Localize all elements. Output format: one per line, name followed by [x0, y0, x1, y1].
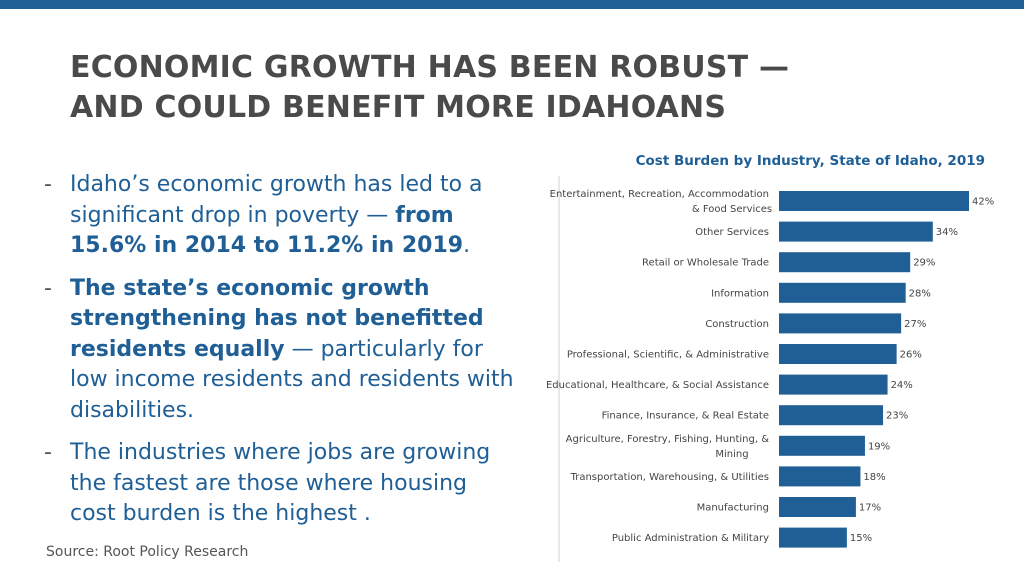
bar: [779, 252, 911, 273]
category-labels: Entertainment, Recreation, Accommodation…: [546, 189, 772, 544]
bar-value-label: 28%: [909, 288, 931, 299]
bullet-text-end: .: [463, 233, 471, 258]
bullet-text: The industries where jobs are growing th…: [70, 440, 491, 526]
slide-title-line-1: ECONOMIC GROWTH HAS BEEN ROBUST —: [70, 50, 790, 85]
bullet-text: Idaho’s economic growth has led to a sig…: [70, 172, 483, 228]
bar: [779, 466, 861, 487]
bar-value-label: 29%: [913, 258, 935, 269]
bar: [779, 497, 856, 517]
bar: [779, 527, 847, 548]
category-label: Construction: [705, 319, 769, 330]
category-label: Other Services: [695, 227, 769, 238]
category-label: Retail or Wholesale Trade: [642, 258, 769, 269]
category-label: Educational, Healthcare, & Social Assist…: [546, 380, 769, 391]
bullet-item-industries: - The industries where jobs are growing t…: [44, 438, 514, 530]
category-label: Transportation, Warehousing, & Utilities: [570, 472, 769, 483]
category-label: Finance, Insurance, & Real Estate: [602, 411, 769, 422]
bar-value-label: 23%: [886, 411, 908, 422]
category-label: Professional, Scientific, & Administrati…: [567, 350, 769, 361]
bullet-bold-text: from 15.6% in 2014 to 11.2% in 2019: [70, 202, 464, 259]
bullet-item-poverty: - Idaho’s economic growth has led to a si…: [44, 170, 514, 262]
top-accent-bar: [0, 0, 1024, 9]
bullet-bold-text: The state’s economic growth strengthenin…: [70, 275, 484, 362]
bar-value-label: 42%: [972, 197, 994, 208]
category-label: & Food Services: [692, 204, 772, 215]
bar: [779, 374, 888, 395]
bar: [779, 221, 933, 242]
bar: [779, 344, 897, 364]
bar: [779, 191, 969, 211]
bullet-text: — particularly for low income residents …: [70, 336, 514, 423]
bullet-item-equity: - The state’s economic growth strengtheni…: [44, 274, 514, 427]
bullet-dash: -: [44, 275, 52, 301]
bar-value-label: 18%: [863, 472, 885, 483]
bar-value-label: 24%: [891, 380, 913, 391]
bar: [779, 435, 865, 456]
slide-title: ECONOMIC GROWTH HAS BEEN ROBUST — AND CO…: [70, 48, 930, 128]
slide-title-line-2: AND COULD BENEFIT MORE IDAHOANS: [70, 90, 727, 125]
source-note: Source: Root Policy Research: [46, 544, 249, 560]
bar-value-label: 19%: [868, 441, 890, 452]
bar-value-label: 27%: [904, 319, 926, 330]
category-label: Manufacturing: [697, 503, 769, 514]
bar: [779, 313, 902, 334]
category-label: Agriculture, Forestry, Fishing, Hunting,…: [566, 434, 770, 445]
category-label: Entertainment, Recreation, Accommodation: [550, 189, 769, 200]
bar: [779, 405, 884, 426]
category-label: Mining: [715, 449, 748, 460]
bullet-list: - Idaho’s economic growth has led to a si…: [44, 170, 514, 542]
bullet-dash: -: [44, 172, 52, 197]
category-label: Information: [711, 288, 769, 299]
bar-value-label: 15%: [850, 533, 872, 544]
chart-title: Cost Burden by Industry, State of Idaho,…: [635, 153, 985, 169]
bars: [779, 191, 969, 548]
bar: [779, 282, 906, 303]
bar-value-label: 17%: [859, 503, 881, 514]
bar-value-label: 26%: [900, 350, 922, 361]
bullet-dash: -: [44, 440, 52, 465]
data-labels: 42% 34% 29% 28% 27% 26% 24% 23% 19% 18% 17% 15%: [850, 197, 994, 545]
bar-value-label: 34%: [936, 227, 958, 238]
category-label: Public Administration & Military: [612, 533, 769, 544]
